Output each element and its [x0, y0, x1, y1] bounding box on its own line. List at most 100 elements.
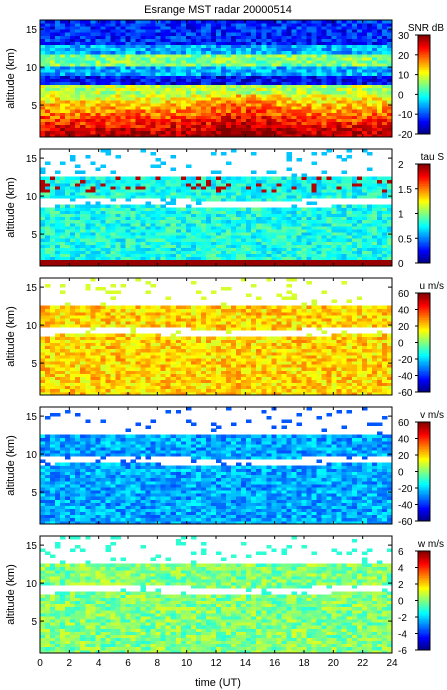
heatmap-cell	[40, 29, 46, 33]
heatmap-cell	[226, 90, 232, 95]
heatmap-cell	[65, 35, 71, 39]
heatmap-cell	[376, 103, 383, 107]
heatmap-cell	[75, 56, 81, 61]
heatmap-cell	[105, 56, 111, 61]
heatmap-cell	[381, 26, 388, 30]
heatmap-cell	[120, 81, 126, 86]
heatmap-cell	[45, 373, 51, 377]
colorbar-swatch	[418, 168, 430, 171]
heatmap-cell	[160, 262, 167, 267]
heatmap-cell	[216, 219, 222, 224]
heatmap-cell	[261, 192, 267, 196]
heatmap-cell	[361, 93, 368, 98]
heatmap-cell	[321, 127, 328, 132]
heatmap-cell	[261, 53, 267, 58]
heatmap-cell	[40, 56, 46, 61]
heatmap-cell	[100, 75, 106, 79]
heatmap-cell	[155, 259, 162, 264]
heatmap-cell	[341, 44, 348, 49]
heatmap-cell	[366, 115, 373, 119]
heatmap-cell	[80, 253, 86, 258]
heatmap-cell	[281, 189, 287, 193]
heatmap-cell	[175, 238, 182, 242]
heatmap-cell	[200, 189, 207, 193]
heatmap-cell	[241, 133, 247, 138]
heatmap-cell	[200, 106, 207, 110]
heatmap-cell	[210, 241, 217, 245]
heatmap-cell	[296, 235, 302, 239]
heatmap-cell	[70, 26, 76, 30]
heatmap-cell	[301, 176, 307, 181]
heatmap-cell	[70, 118, 76, 123]
heatmap-cell	[216, 60, 222, 64]
heatmap-cell	[291, 182, 297, 187]
heatmap-cell	[306, 106, 312, 110]
heatmap-cell	[200, 262, 207, 267]
heatmap-cell	[170, 96, 177, 101]
heatmap-cell	[276, 121, 282, 126]
heatmap-cell	[115, 219, 121, 224]
heatmap-cell	[236, 63, 242, 67]
heatmap-cell	[190, 50, 197, 55]
heatmap-cell	[50, 225, 56, 230]
heatmap-cell	[100, 84, 106, 89]
heatmap-cell	[80, 241, 86, 245]
heatmap-cell	[296, 90, 302, 95]
heatmap-cell	[75, 207, 81, 211]
heatmap-cell	[276, 118, 282, 123]
heatmap-cell	[386, 32, 393, 36]
heatmap-cell	[326, 66, 333, 70]
heatmap-cell	[100, 229, 106, 233]
heatmap-cell	[80, 90, 86, 95]
heatmap-cell	[316, 112, 322, 116]
heatmap-cell	[145, 93, 152, 98]
heatmap-cell	[236, 41, 242, 46]
heatmap-cell	[356, 250, 363, 255]
heatmap-cell	[386, 106, 393, 110]
heatmap-cell	[180, 241, 187, 245]
heatmap-cell	[75, 127, 81, 132]
heatmap-cell	[371, 176, 378, 181]
heatmap-cell	[70, 63, 76, 67]
heatmap-cell	[306, 207, 312, 211]
heatmap-cell	[90, 115, 96, 119]
heatmap-cell	[125, 127, 131, 132]
heatmap-cell	[110, 210, 116, 215]
heatmap-cell	[90, 244, 96, 248]
heatmap-cell	[216, 241, 222, 245]
heatmap-cell	[180, 26, 187, 30]
heatmap-cell	[85, 118, 91, 123]
heatmap-cell	[261, 198, 267, 202]
heatmap-cell	[115, 189, 121, 193]
heatmap-cell	[221, 241, 227, 245]
heatmap-cell	[115, 109, 121, 113]
heatmap-cell	[95, 66, 101, 70]
heatmap-cell	[386, 195, 393, 199]
heatmap-cell	[266, 121, 272, 126]
heatmap-cell	[125, 198, 131, 202]
heatmap-cell	[130, 20, 136, 24]
heatmap-cell	[291, 207, 297, 211]
heatmap-cell	[45, 241, 51, 245]
heatmap-cell	[236, 78, 242, 82]
heatmap-cell	[90, 63, 96, 67]
heatmap-cell	[301, 47, 307, 52]
heatmap-cell	[165, 115, 172, 119]
heatmap-cell	[256, 259, 262, 264]
heatmap-cell	[371, 35, 378, 39]
heatmap-cell	[50, 253, 56, 258]
heatmap-cell	[165, 50, 172, 55]
heatmap-cell	[256, 238, 262, 242]
heatmap-cell	[95, 20, 101, 24]
heatmap-cell	[50, 109, 56, 113]
heatmap-cell	[221, 66, 227, 70]
heatmap-cell	[195, 20, 202, 24]
heatmap-cell	[70, 256, 76, 261]
heatmap-cell	[165, 44, 172, 49]
heatmap-cell	[45, 247, 51, 252]
heatmap-cell	[236, 115, 242, 119]
heatmap-cell	[205, 176, 212, 181]
heatmap-cell	[165, 241, 172, 245]
heatmap-cell	[291, 118, 297, 123]
colorbar-tick-label: 20	[398, 51, 410, 62]
